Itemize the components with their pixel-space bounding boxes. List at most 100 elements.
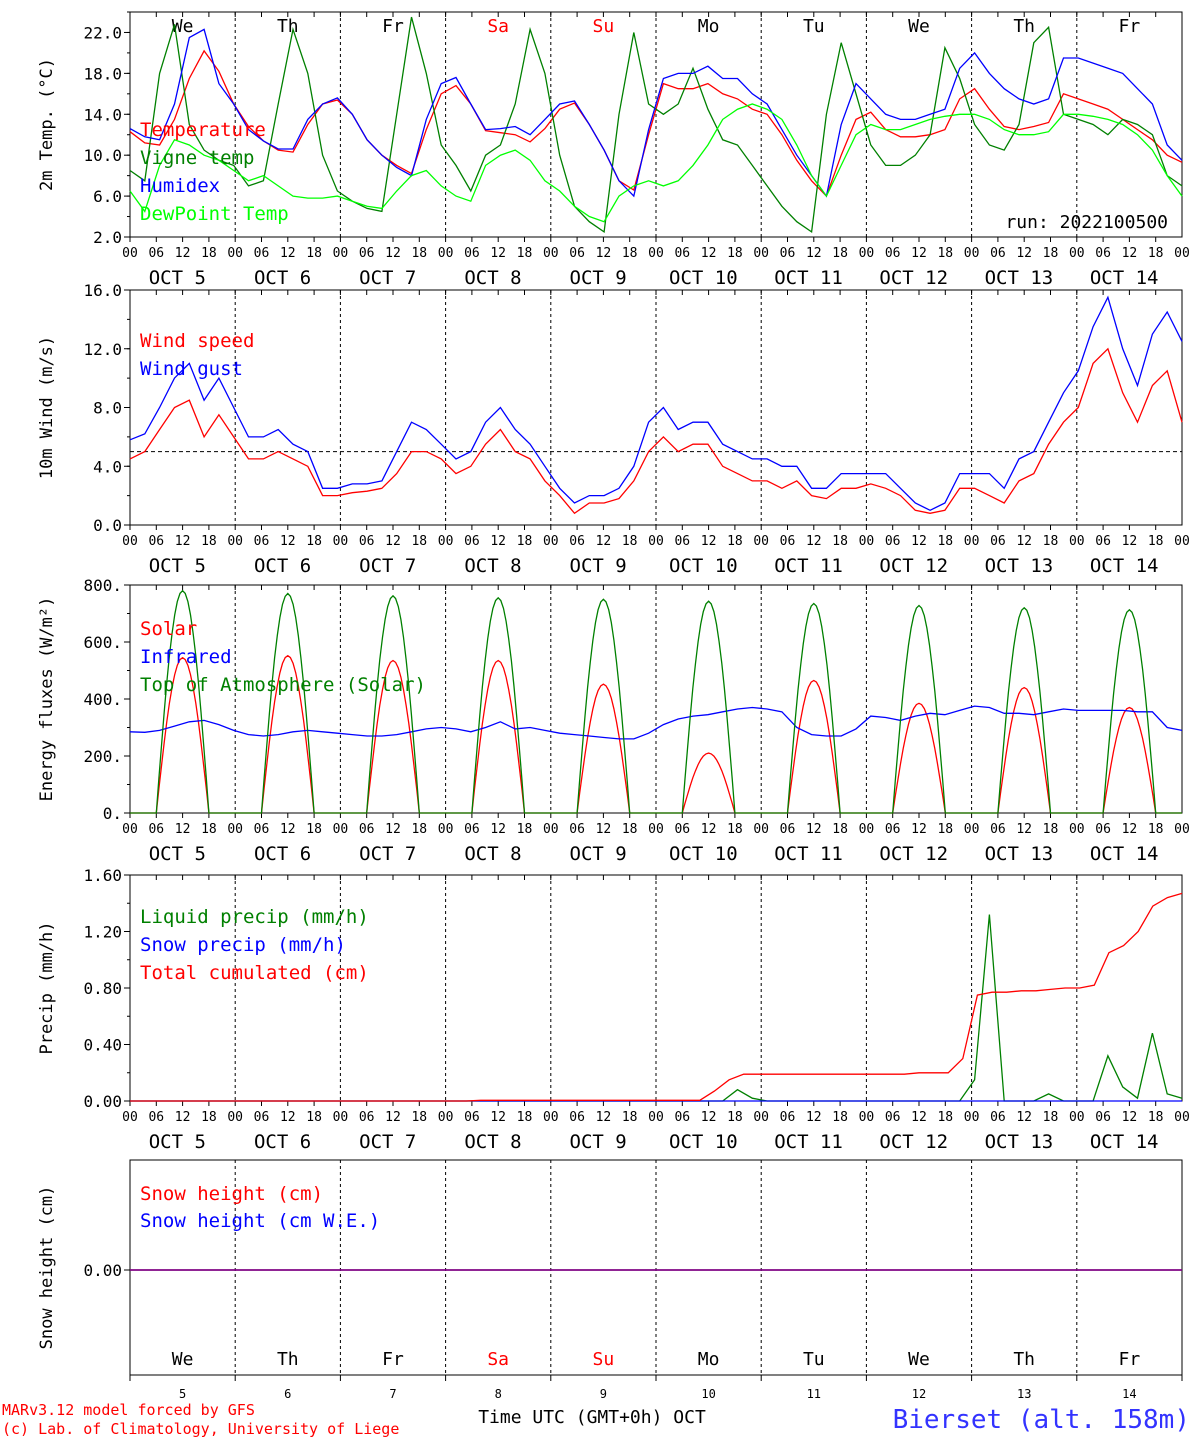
date-label: OCT 12 [879,555,948,577]
day-abbrev-label: We [172,1349,194,1370]
hour-tick-label: 00 [1069,246,1085,261]
hour-tick-label: 12 [806,246,822,261]
hour-tick-label: 18 [727,1110,743,1125]
credit-line-1: MARv3.12 model forced by GFS [2,1401,255,1419]
hour-tick-label: 18 [832,246,848,261]
date-label: OCT 13 [985,1131,1054,1153]
hour-tick-label: 06 [254,1110,270,1125]
hour-tick-label: 06 [885,822,901,837]
hour-tick-label: 06 [674,534,690,549]
hour-tick-label: 12 [806,822,822,837]
legend-entry: Liquid precip (mm/h) [140,906,369,928]
y-tick-label: 1.20 [83,923,122,942]
hour-tick-label: 06 [464,1110,480,1125]
hour-tick-label: 06 [990,246,1006,261]
hour-tick-label: 00 [859,534,875,549]
panel-1: 2.0 6.0 10.0 14.0 18.0 22.0 2m Temp. (°C) 00 06 1… [37,11,1190,289]
hour-tick-label: 18 [517,534,533,549]
y-tick-label: 200. [83,747,122,766]
y-tick-label: 10.0 [83,146,122,165]
hour-tick-label: 12 [806,534,822,549]
hour-tick-label: 00 [227,822,243,837]
date-label: OCT 10 [669,555,738,577]
hour-tick-label: 12 [1122,1110,1138,1125]
hour-tick-label: 12 [596,1110,612,1125]
date-label: OCT 12 [879,1131,948,1153]
hour-tick-label: 18 [411,534,427,549]
hour-tick-label: 12 [490,1110,506,1125]
y-tick-label: 1.60 [83,866,122,885]
hour-tick-label: 18 [622,1110,638,1125]
day-abbrev-label: Fr [382,1349,404,1370]
day-number-label: 9 [600,1387,607,1401]
hour-tick-label: 18 [201,246,217,261]
date-label: OCT 14 [1090,267,1159,289]
hour-tick-label: 00 [964,1110,980,1125]
hour-tick-label: 18 [1043,822,1059,837]
legend-entry: Solar [140,618,197,640]
y-tick-label: 0.0 [93,516,122,535]
hour-tick-label: 06 [464,246,480,261]
day-number-label: 11 [807,1387,821,1401]
legend-entry: Wind gust [140,358,243,380]
hour-tick-label: 06 [885,534,901,549]
hour-tick-label: 00 [543,1110,559,1125]
series-line [129,103,1183,223]
hour-tick-label: 18 [622,534,638,549]
series-line [129,347,1183,515]
station-label: Bierset (alt. 158m) [893,1405,1190,1435]
hour-tick-label: 00 [753,1110,769,1125]
date-label: OCT 8 [464,1131,521,1153]
hour-tick-label: 00 [1174,1110,1190,1125]
hour-tick-label: 12 [280,246,296,261]
hour-tick-label: 12 [596,246,612,261]
hour-tick-label: 18 [201,534,217,549]
hour-tick-label: 06 [885,1110,901,1125]
hour-tick-label: 06 [1095,534,1111,549]
series-line [130,589,1182,814]
hour-tick-label: 12 [385,1110,401,1125]
day-number-label: 10 [701,1387,715,1401]
date-label: OCT 8 [464,555,521,577]
hour-tick-label: 18 [306,1110,322,1125]
date-label: OCT 6 [254,843,311,865]
series-line [129,295,1183,512]
hour-tick-label: 00 [964,246,980,261]
date-label: OCT 13 [985,267,1054,289]
legend-entry: Total cumulated (cm) [140,962,369,984]
hour-tick-label: 18 [1043,246,1059,261]
series-line [129,16,1183,234]
hour-tick-label: 06 [674,1110,690,1125]
hour-tick-label: 18 [306,822,322,837]
date-label: OCT 10 [669,843,738,865]
hour-tick-label: 00 [1069,534,1085,549]
hour-tick-label: 18 [937,822,953,837]
hour-tick-label: 12 [1122,534,1138,549]
hour-tick-label: 18 [937,534,953,549]
legend-entry: Temperature [140,119,266,141]
hour-tick-label: 12 [385,534,401,549]
hour-tick-label: 00 [859,1110,875,1125]
hour-tick-label: 00 [227,246,243,261]
hour-tick-label: 12 [490,822,506,837]
hour-tick-label: 12 [280,1110,296,1125]
y-tick-label: 14.0 [83,105,122,124]
y-tick-label: 0.80 [83,979,122,998]
date-label: OCT 11 [774,1131,843,1153]
hour-tick-label: 18 [937,1110,953,1125]
y-axis-title: Precip (mm/h) [37,921,57,1054]
day-abbrev-label: Tu [803,1349,825,1370]
date-label: OCT 7 [359,1131,416,1153]
hour-tick-label: 06 [569,246,585,261]
hour-tick-label: 06 [359,1110,375,1125]
y-tick-label: 0.00 [83,1092,122,1111]
hour-tick-label: 00 [859,246,875,261]
day-abbrev-label: Th [1013,16,1035,37]
hour-tick-label: 12 [1016,822,1032,837]
date-label: OCT 14 [1090,843,1159,865]
day-number-label: 7 [389,1387,396,1401]
hour-tick-label: 12 [911,1110,927,1125]
day-abbrev-label: Th [277,1349,299,1370]
date-label: OCT 13 [985,843,1054,865]
hour-tick-label: 12 [1122,822,1138,837]
